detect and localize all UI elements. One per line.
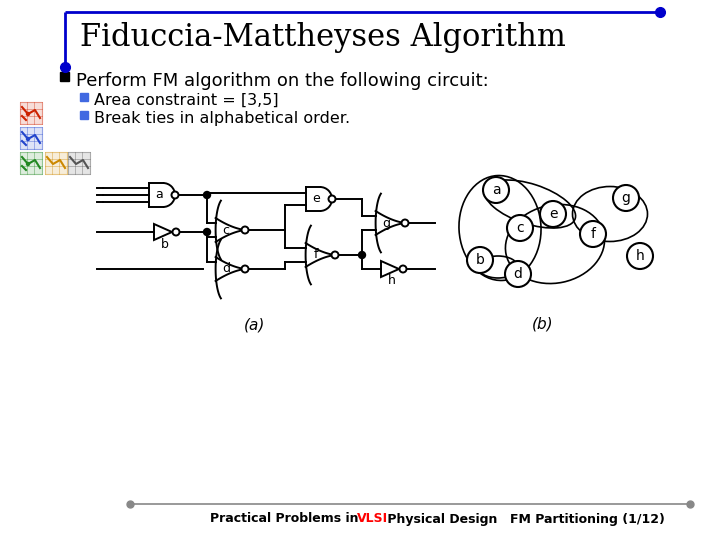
Text: a: a [155,188,163,202]
Circle shape [507,215,533,241]
Text: (a): (a) [244,317,266,333]
Text: e: e [312,193,320,206]
Bar [80,111,88,119]
Text: VLSI: VLSI [357,512,388,525]
Text: c: c [222,223,230,237]
Text: FM Partitioning (1/12): FM Partitioning (1/12) [510,512,665,525]
Circle shape [241,266,248,272]
Text: b: b [161,237,169,251]
Text: Break ties in alphabetical order.: Break ties in alphabetical order. [94,111,350,126]
Text: Fiduccia-Mattheyses Algorithm: Fiduccia-Mattheyses Algorithm [80,22,566,53]
Text: c: c [516,221,524,235]
Circle shape [613,185,639,211]
Circle shape [173,228,179,236]
Circle shape [467,247,493,273]
Circle shape [27,163,30,165]
Text: e: e [549,207,557,221]
Circle shape [328,196,336,203]
Circle shape [204,228,210,236]
Text: h: h [388,275,396,287]
Bar [60,72,69,81]
Text: g: g [621,191,631,205]
Circle shape [331,252,338,258]
Text: f: f [314,248,318,261]
Circle shape [171,192,179,198]
Text: Practical Problems in: Practical Problems in [210,512,363,525]
Circle shape [204,192,210,198]
Circle shape [540,201,566,227]
Circle shape [27,113,30,115]
Text: d: d [513,267,523,281]
Text: a: a [492,183,500,197]
Text: b: b [476,253,485,267]
Circle shape [627,243,653,269]
Bar [20,152,42,174]
Bar [80,93,88,101]
Text: d: d [222,262,230,276]
Text: Area constraint = [3,5]: Area constraint = [3,5] [94,93,279,108]
Text: f: f [590,227,595,241]
Circle shape [402,219,408,227]
Text: Physical Design: Physical Design [383,512,498,525]
Circle shape [241,227,248,233]
Bar [20,102,42,124]
Text: Perform FM algorithm on the following circuit:: Perform FM algorithm on the following ci… [76,72,489,90]
Circle shape [483,177,509,203]
Circle shape [400,266,407,272]
Bar [20,127,42,149]
Text: (b): (b) [532,316,554,331]
Bar [68,152,90,174]
Circle shape [580,221,606,247]
Circle shape [359,252,366,258]
Text: g: g [382,217,390,229]
Circle shape [27,138,30,140]
Circle shape [505,261,531,287]
Text: h: h [636,249,644,263]
Bar [45,152,67,174]
